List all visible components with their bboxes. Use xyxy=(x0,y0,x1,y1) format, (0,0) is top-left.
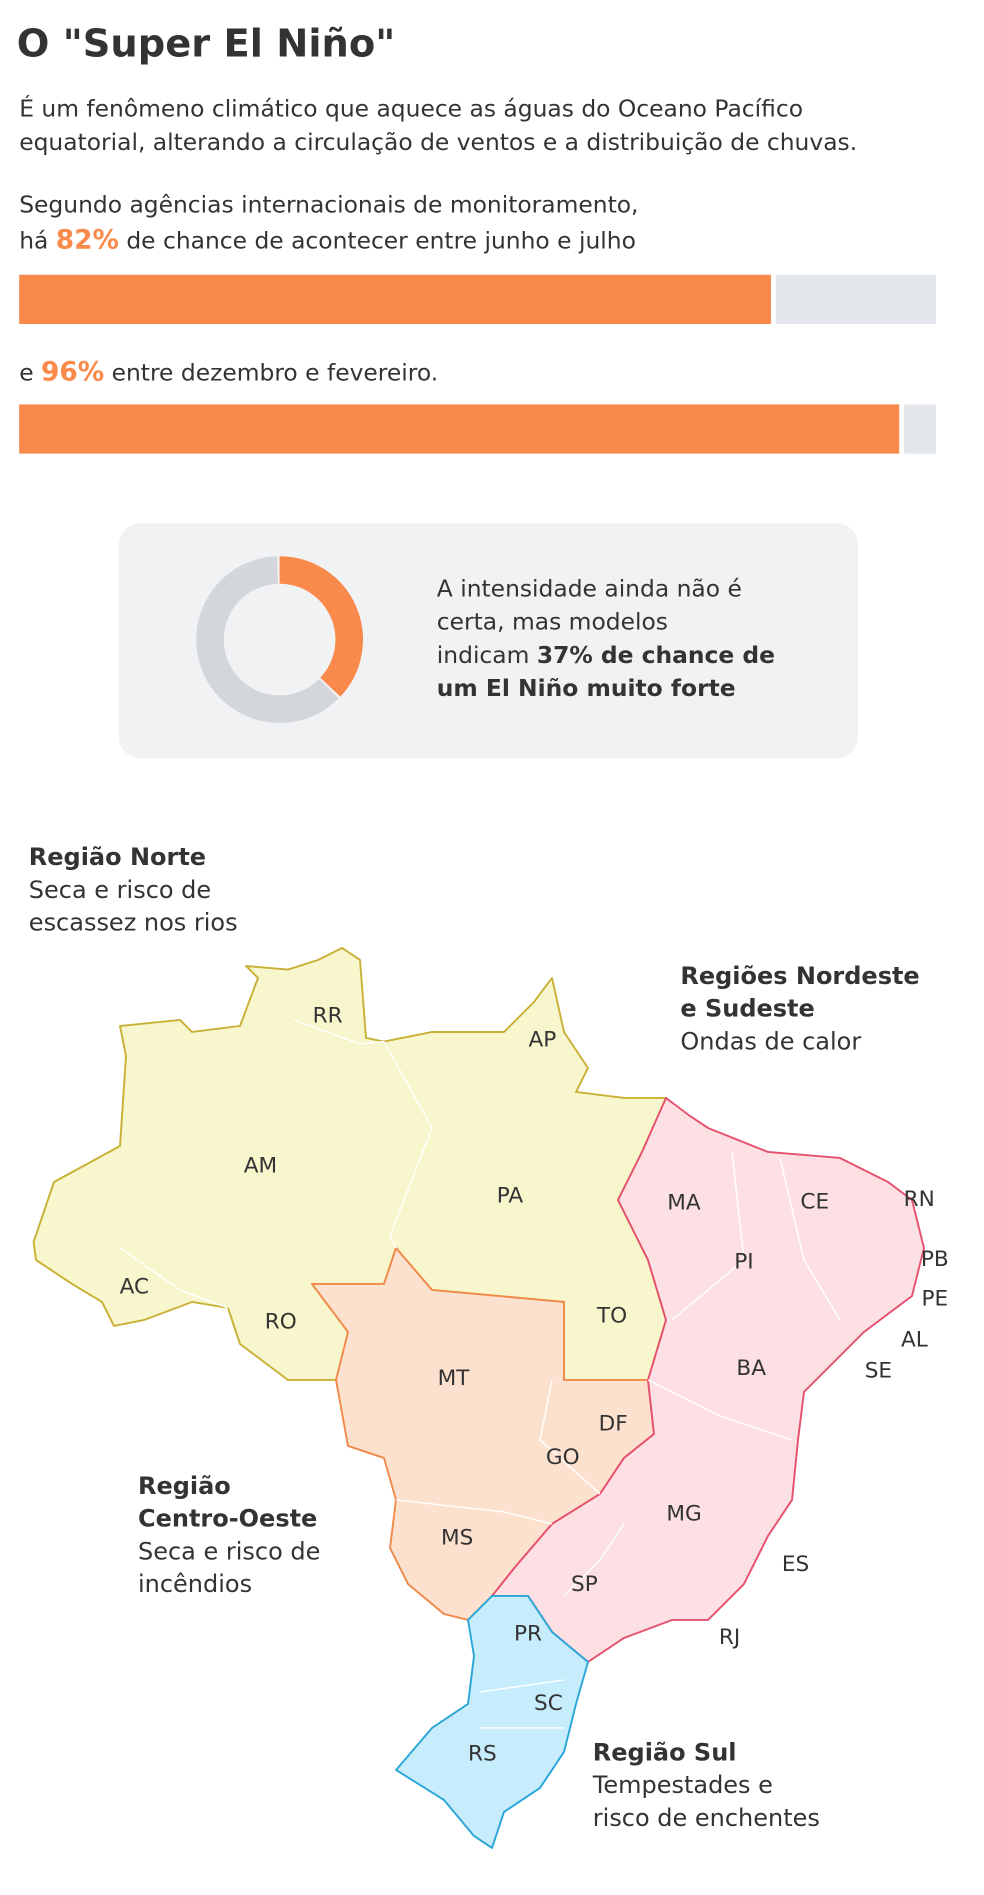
caption-text: há xyxy=(19,226,56,254)
donut-text: certa, mas modelos xyxy=(437,608,668,636)
bar-lead: Segundo agências internacionais de monit… xyxy=(19,190,638,218)
state-label: CE xyxy=(800,1189,829,1214)
bar-caption: e 96% entre dezembro e fevereiro. xyxy=(19,357,438,387)
region-title: Regiões Nordeste xyxy=(680,962,919,990)
region-title: Região xyxy=(138,1472,231,1500)
state-label: SE xyxy=(865,1359,892,1384)
state-label: MA xyxy=(667,1191,701,1216)
region-sul xyxy=(395,1595,589,1849)
region-title: Região Sul xyxy=(593,1738,737,1766)
region-desc: risco de enchentes xyxy=(593,1804,820,1832)
state-label: RN xyxy=(904,1187,935,1212)
state-label: RR xyxy=(313,1003,343,1028)
caption-text: entre dezembro e fevereiro. xyxy=(104,358,438,386)
donut-text-part: certa, mas modelos xyxy=(437,608,668,636)
bar-caption: há 82% de chance de acontecer entre junh… xyxy=(19,225,636,255)
bar-gap xyxy=(899,404,905,454)
state-label: AL xyxy=(901,1327,928,1352)
state-label: SP xyxy=(571,1572,598,1597)
state-label: PI xyxy=(734,1249,753,1274)
donut-arc xyxy=(279,556,363,697)
intro-line: É um fenômeno climático que aquece as ág… xyxy=(19,94,803,122)
state-label: AP xyxy=(529,1027,557,1052)
state-label: MS xyxy=(441,1525,473,1550)
state-label: ES xyxy=(782,1552,809,1577)
region-desc: escassez nos rios xyxy=(29,909,238,937)
region-desc: Seca e risco de xyxy=(29,876,211,904)
state-label: AC xyxy=(120,1275,149,1300)
region-title: e Sudeste xyxy=(680,995,814,1023)
value-label: 96% xyxy=(41,357,104,387)
caption-text: de chance de acontecer entre junho e jul… xyxy=(119,226,636,254)
bar xyxy=(19,274,771,324)
state-label: PA xyxy=(497,1183,524,1208)
value-label: 82% xyxy=(56,225,119,255)
state-label: MT xyxy=(438,1366,471,1391)
state-label: MG xyxy=(666,1501,701,1526)
region-title: Centro-Oeste xyxy=(138,1505,317,1533)
region-title: Região Norte xyxy=(29,843,206,871)
caption-text: e xyxy=(19,358,41,386)
donut-text-part: A intensidade ainda não é xyxy=(437,574,742,602)
state-borders xyxy=(119,1019,841,1729)
state-label: RS xyxy=(468,1741,497,1766)
donut-highlight: 37% de chance de xyxy=(537,641,775,669)
map xyxy=(32,947,925,1849)
region-desc: Seca e risco de xyxy=(138,1537,320,1565)
bar xyxy=(19,404,900,454)
intro-line: equatorial, alterando a circulação de ve… xyxy=(19,128,857,156)
state-label: PE xyxy=(921,1287,948,1312)
donut-highlight: um El Niño muito forte xyxy=(437,674,736,702)
state-label: SC xyxy=(534,1691,563,1716)
donut-text: A intensidade ainda não é xyxy=(437,574,742,602)
region-desc: incêndios xyxy=(138,1570,252,1598)
state-label: DF xyxy=(599,1411,628,1436)
state-label: GO xyxy=(546,1445,580,1470)
state-label: RO xyxy=(265,1309,297,1334)
state-label: BA xyxy=(736,1356,766,1381)
donut-track xyxy=(196,556,339,723)
bar-gap xyxy=(770,274,776,324)
state-label: TO xyxy=(596,1303,627,1328)
region-desc: Ondas de calor xyxy=(680,1027,861,1055)
region-desc: Tempestades e xyxy=(592,1771,773,1799)
donut-text: indicam 37% de chance de xyxy=(437,641,775,669)
region-nordeste-sudeste xyxy=(491,1097,925,1663)
state-label: PR xyxy=(514,1621,542,1646)
donut-text-part: indicam xyxy=(437,641,537,669)
state-label: AM xyxy=(244,1153,277,1178)
state-label: PB xyxy=(921,1247,949,1272)
title: O "Super El Niño" xyxy=(17,21,395,66)
state-label: RJ xyxy=(719,1625,740,1650)
